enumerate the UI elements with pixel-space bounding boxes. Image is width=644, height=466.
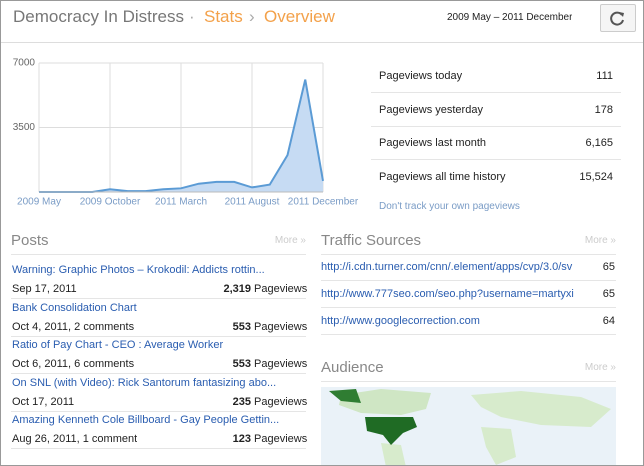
- date-range[interactable]: 2009 May – 2011 December: [447, 12, 573, 23]
- dont-track-link[interactable]: Don't track your own pageviews: [379, 201, 520, 212]
- post-meta: Sep 17, 2011: [12, 283, 77, 295]
- post-title[interactable]: Ratio of Pay Chart - CEO : Average Worke…: [12, 339, 224, 351]
- post-meta: Oct 6, 2011, 6 comments: [12, 358, 135, 370]
- post-count: 2,319: [223, 283, 251, 295]
- stat-label: Pageviews last month: [379, 137, 486, 149]
- traffic-count: 64: [602, 315, 615, 327]
- traffic-url[interactable]: http://www.googlecorrection.com: [321, 315, 480, 327]
- chart: 3500 7000 2009 May 2009 October 2011 March 20…: [13, 58, 359, 208]
- area: [39, 79, 323, 192]
- row-divider: [11, 448, 306, 449]
- row-divider: [11, 335, 306, 337]
- row-divider: [321, 334, 616, 335]
- header-divider: [1, 42, 643, 43]
- section-title: Traffic Sources: [321, 232, 422, 249]
- post-unit: Pageviews: [254, 320, 308, 333]
- post-meta: Aug 26, 2011, 1 comment: [12, 433, 138, 445]
- row-divider: [371, 125, 621, 127]
- traffic-count: 65: [602, 288, 615, 300]
- post-title[interactable]: Amazing Kenneth Cole Billboard - Gay Peo…: [12, 414, 280, 426]
- separator: ·: [189, 7, 195, 26]
- crumb: Overview: [264, 7, 335, 26]
- row-divider: [321, 381, 616, 382]
- post-title[interactable]: Bank Consolidation Chart: [12, 301, 137, 314]
- post-count: 553: [232, 320, 251, 333]
- post-count: 235: [232, 395, 251, 408]
- traffic-url[interactable]: http://i.cdn.turner.com/cnn/.element/app…: [321, 261, 573, 273]
- stat-value: 6,165: [585, 137, 613, 149]
- row-divider: [321, 254, 616, 255]
- post-meta: Oct 17, 2011: [12, 395, 75, 408]
- x-tick-label: 2011 March: [155, 197, 207, 208]
- stat-value: 111: [596, 70, 613, 82]
- row-divider: [371, 92, 621, 93]
- post-unit: Pageviews: [254, 395, 308, 408]
- traffic-count: 65: [602, 261, 615, 273]
- row-divider: [11, 373, 306, 374]
- post-title[interactable]: Warning: Graphic Photos – Krokodil: Addi…: [12, 264, 265, 276]
- section-title: Audience: [321, 359, 384, 376]
- map-shape: [471, 391, 611, 427]
- crumb[interactable]: Stats: [204, 7, 243, 26]
- map-shape: [365, 417, 417, 445]
- stat-label: Pageviews today: [379, 70, 463, 82]
- more-link[interactable]: More »: [584, 235, 616, 246]
- x-tick-label: 2011 August: [225, 197, 280, 208]
- y-tick-label: 7000: [13, 58, 36, 69]
- row-divider: [11, 410, 306, 412]
- x-tick-label: 2009 October: [80, 197, 141, 208]
- section-title: Posts: [11, 232, 49, 249]
- post-title[interactable]: On SNL (with Video): Rick Santorum fanta…: [12, 376, 277, 389]
- map-shape: [381, 443, 406, 465]
- blog-title[interactable]: Democracy In Distress: [13, 7, 184, 26]
- post-unit: Pageviews: [254, 433, 308, 445]
- stat-label: Pageviews all time history: [379, 170, 506, 183]
- audience-map[interactable]: [321, 387, 616, 466]
- refresh-button[interactable]: [600, 4, 636, 32]
- x-tick-label: 2011 December: [288, 197, 359, 208]
- stat-value: 15,524: [579, 170, 613, 183]
- more-link[interactable]: More »: [584, 362, 616, 373]
- stat-value: 178: [594, 103, 613, 116]
- row-divider: [321, 307, 616, 308]
- post-unit: Pageviews: [254, 358, 308, 370]
- post-count: 553: [232, 358, 251, 370]
- post-unit: Pageviews: [254, 283, 308, 295]
- row-divider: [371, 159, 621, 160]
- post-meta: Oct 4, 2011, 2 comments: [12, 320, 135, 333]
- more-link[interactable]: More »: [274, 235, 306, 246]
- y-tick-label: 3500: [13, 122, 36, 133]
- post-count: 123: [232, 433, 251, 445]
- separator: ›: [249, 7, 255, 26]
- row-divider: [11, 298, 306, 299]
- x-tick-label: 2009 May: [17, 197, 61, 208]
- row-divider: [11, 254, 306, 255]
- map-shape: [339, 389, 431, 415]
- stat-label: Pageviews yesterday: [379, 103, 483, 116]
- map-shape: [329, 389, 361, 403]
- refresh-icon: [610, 11, 624, 26]
- map-shape: [481, 427, 516, 465]
- traffic-url[interactable]: http://www.777seo.com/seo.php?username=m…: [321, 288, 574, 300]
- row-divider: [321, 280, 616, 281]
